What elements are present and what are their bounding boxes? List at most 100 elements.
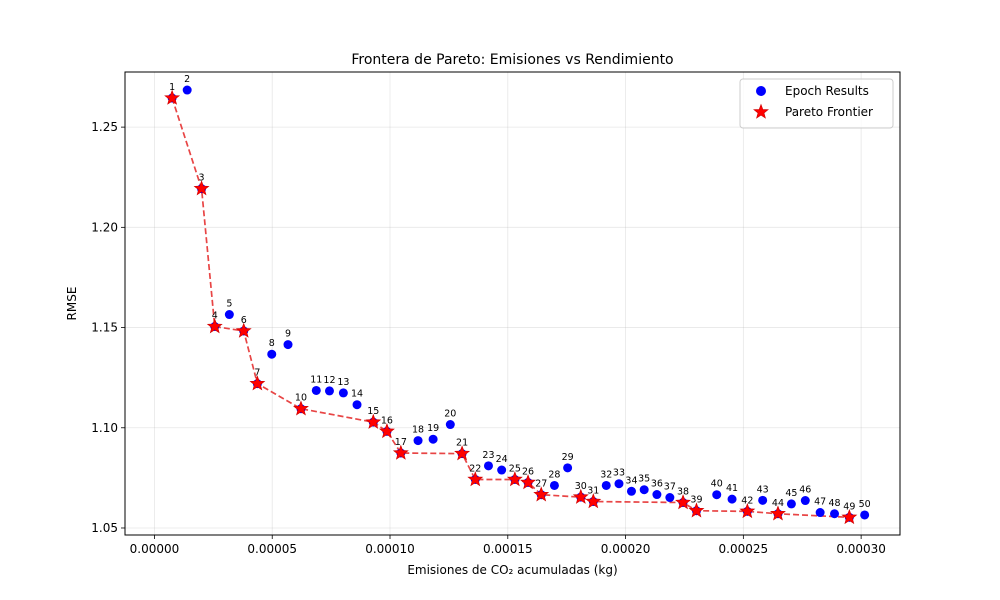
pareto-star — [506, 471, 523, 487]
epoch-point — [352, 400, 362, 410]
epoch-label: 23 — [482, 450, 494, 461]
pareto-star — [164, 89, 181, 105]
epoch-label: 44 — [772, 498, 784, 509]
y-tick-label: 1.25 — [91, 120, 118, 134]
legend-pareto-marker — [753, 103, 769, 119]
x-tick-label: 0.00005 — [247, 542, 297, 556]
epoch-label: 16 — [381, 415, 393, 426]
epoch-point — [652, 490, 662, 500]
epoch-point — [445, 420, 455, 430]
epoch-point — [224, 310, 234, 320]
epoch-point — [626, 486, 636, 496]
pareto-star — [392, 444, 409, 460]
epoch-label: 32 — [600, 469, 612, 480]
pareto-star — [585, 493, 602, 509]
pareto-star — [572, 488, 589, 504]
epoch-label: 27 — [535, 479, 547, 490]
x-tick-label: 0.00010 — [365, 542, 415, 556]
epoch-label: 35 — [638, 474, 650, 485]
epoch-label: 3 — [199, 173, 205, 184]
epoch-point — [830, 509, 840, 519]
epoch-point — [614, 479, 624, 489]
x-tick-label: 0.00025 — [719, 542, 769, 556]
epoch-label: 26 — [522, 466, 534, 477]
pareto-star — [467, 471, 484, 487]
epoch-label: 2 — [184, 74, 190, 85]
epoch-label: 11 — [310, 374, 322, 385]
epoch-label: 36 — [651, 479, 663, 490]
epoch-point — [267, 349, 277, 359]
epoch-label: 43 — [757, 484, 769, 495]
pareto-star — [249, 375, 266, 391]
axis-ticks: 0.00000 0.00005 0.00010 0.00015 0.00020 0.000… — [91, 120, 886, 556]
epoch-point — [497, 465, 507, 475]
pareto-star — [454, 445, 471, 461]
epoch-label: 18 — [412, 425, 424, 436]
epoch-label: 45 — [785, 488, 797, 499]
epoch-point — [428, 434, 438, 444]
plot-frame — [124, 71, 901, 536]
epoch-point — [182, 85, 192, 95]
epoch-label: 47 — [814, 497, 826, 508]
epoch-label: 24 — [496, 454, 508, 465]
pareto-star — [533, 486, 550, 502]
x-axis-label: Emisiones de CO₂ acumuladas (kg) — [407, 563, 617, 577]
legend-pareto-label: Pareto Frontier — [785, 105, 873, 119]
epoch-label: 6 — [241, 315, 247, 326]
epoch-point — [283, 340, 293, 350]
epoch-label: 7 — [254, 368, 260, 379]
epoch-label: 50 — [859, 499, 871, 510]
epoch-point — [639, 485, 649, 495]
legend-box — [739, 78, 894, 129]
pareto-star — [365, 413, 382, 429]
x-tick-label: 0.00020 — [601, 542, 651, 556]
epoch-point — [601, 480, 611, 490]
pareto-star — [378, 423, 395, 439]
x-tick-label: 0.00000 — [130, 542, 180, 556]
epoch-label: 5 — [226, 299, 232, 310]
epoch-label: 34 — [625, 475, 637, 486]
epoch-label: 8 — [269, 338, 275, 349]
epoch-label: 38 — [677, 487, 689, 498]
epoch-label: 39 — [690, 495, 702, 506]
epoch-point — [338, 388, 348, 398]
pareto-frontier-line — [171, 97, 850, 519]
epoch-point — [563, 463, 573, 473]
epoch-label: 19 — [427, 423, 439, 434]
epoch-point — [712, 490, 722, 500]
pareto-star — [739, 502, 756, 519]
legend: Epoch Results Pareto Frontier — [739, 78, 894, 129]
epoch-label: 12 — [323, 375, 335, 386]
epoch-label: 46 — [799, 485, 811, 496]
epoch-point — [727, 494, 737, 504]
epoch-point — [311, 385, 321, 395]
epoch-point — [758, 495, 768, 505]
epoch-label: 13 — [337, 377, 349, 388]
epoch-point — [800, 496, 810, 506]
epoch-point — [786, 499, 796, 509]
y-tick-label: 1.20 — [91, 220, 118, 234]
epoch-label: 37 — [664, 482, 676, 493]
epoch-point — [665, 493, 675, 503]
y-axis-label: RMSE — [65, 287, 79, 321]
epoch-label: 17 — [395, 437, 407, 448]
epoch-label: 29 — [562, 452, 574, 463]
legend-epoch-marker — [756, 86, 766, 96]
y-tick-label: 1.10 — [91, 421, 118, 435]
epoch-label: 33 — [613, 468, 625, 479]
pareto-star — [688, 502, 705, 518]
epoch-point — [324, 386, 334, 396]
epoch-label: 21 — [456, 438, 468, 449]
epoch-label: 10 — [295, 393, 307, 404]
epoch-point — [413, 436, 423, 446]
epoch-label: 22 — [469, 463, 481, 474]
epoch-label: 42 — [741, 495, 753, 506]
epoch-label: 40 — [711, 479, 723, 490]
epoch-label: 20 — [444, 409, 456, 420]
epoch-point — [483, 461, 493, 471]
pareto-star — [520, 474, 536, 490]
pareto-star — [841, 509, 858, 525]
epoch-label: 25 — [509, 463, 521, 474]
